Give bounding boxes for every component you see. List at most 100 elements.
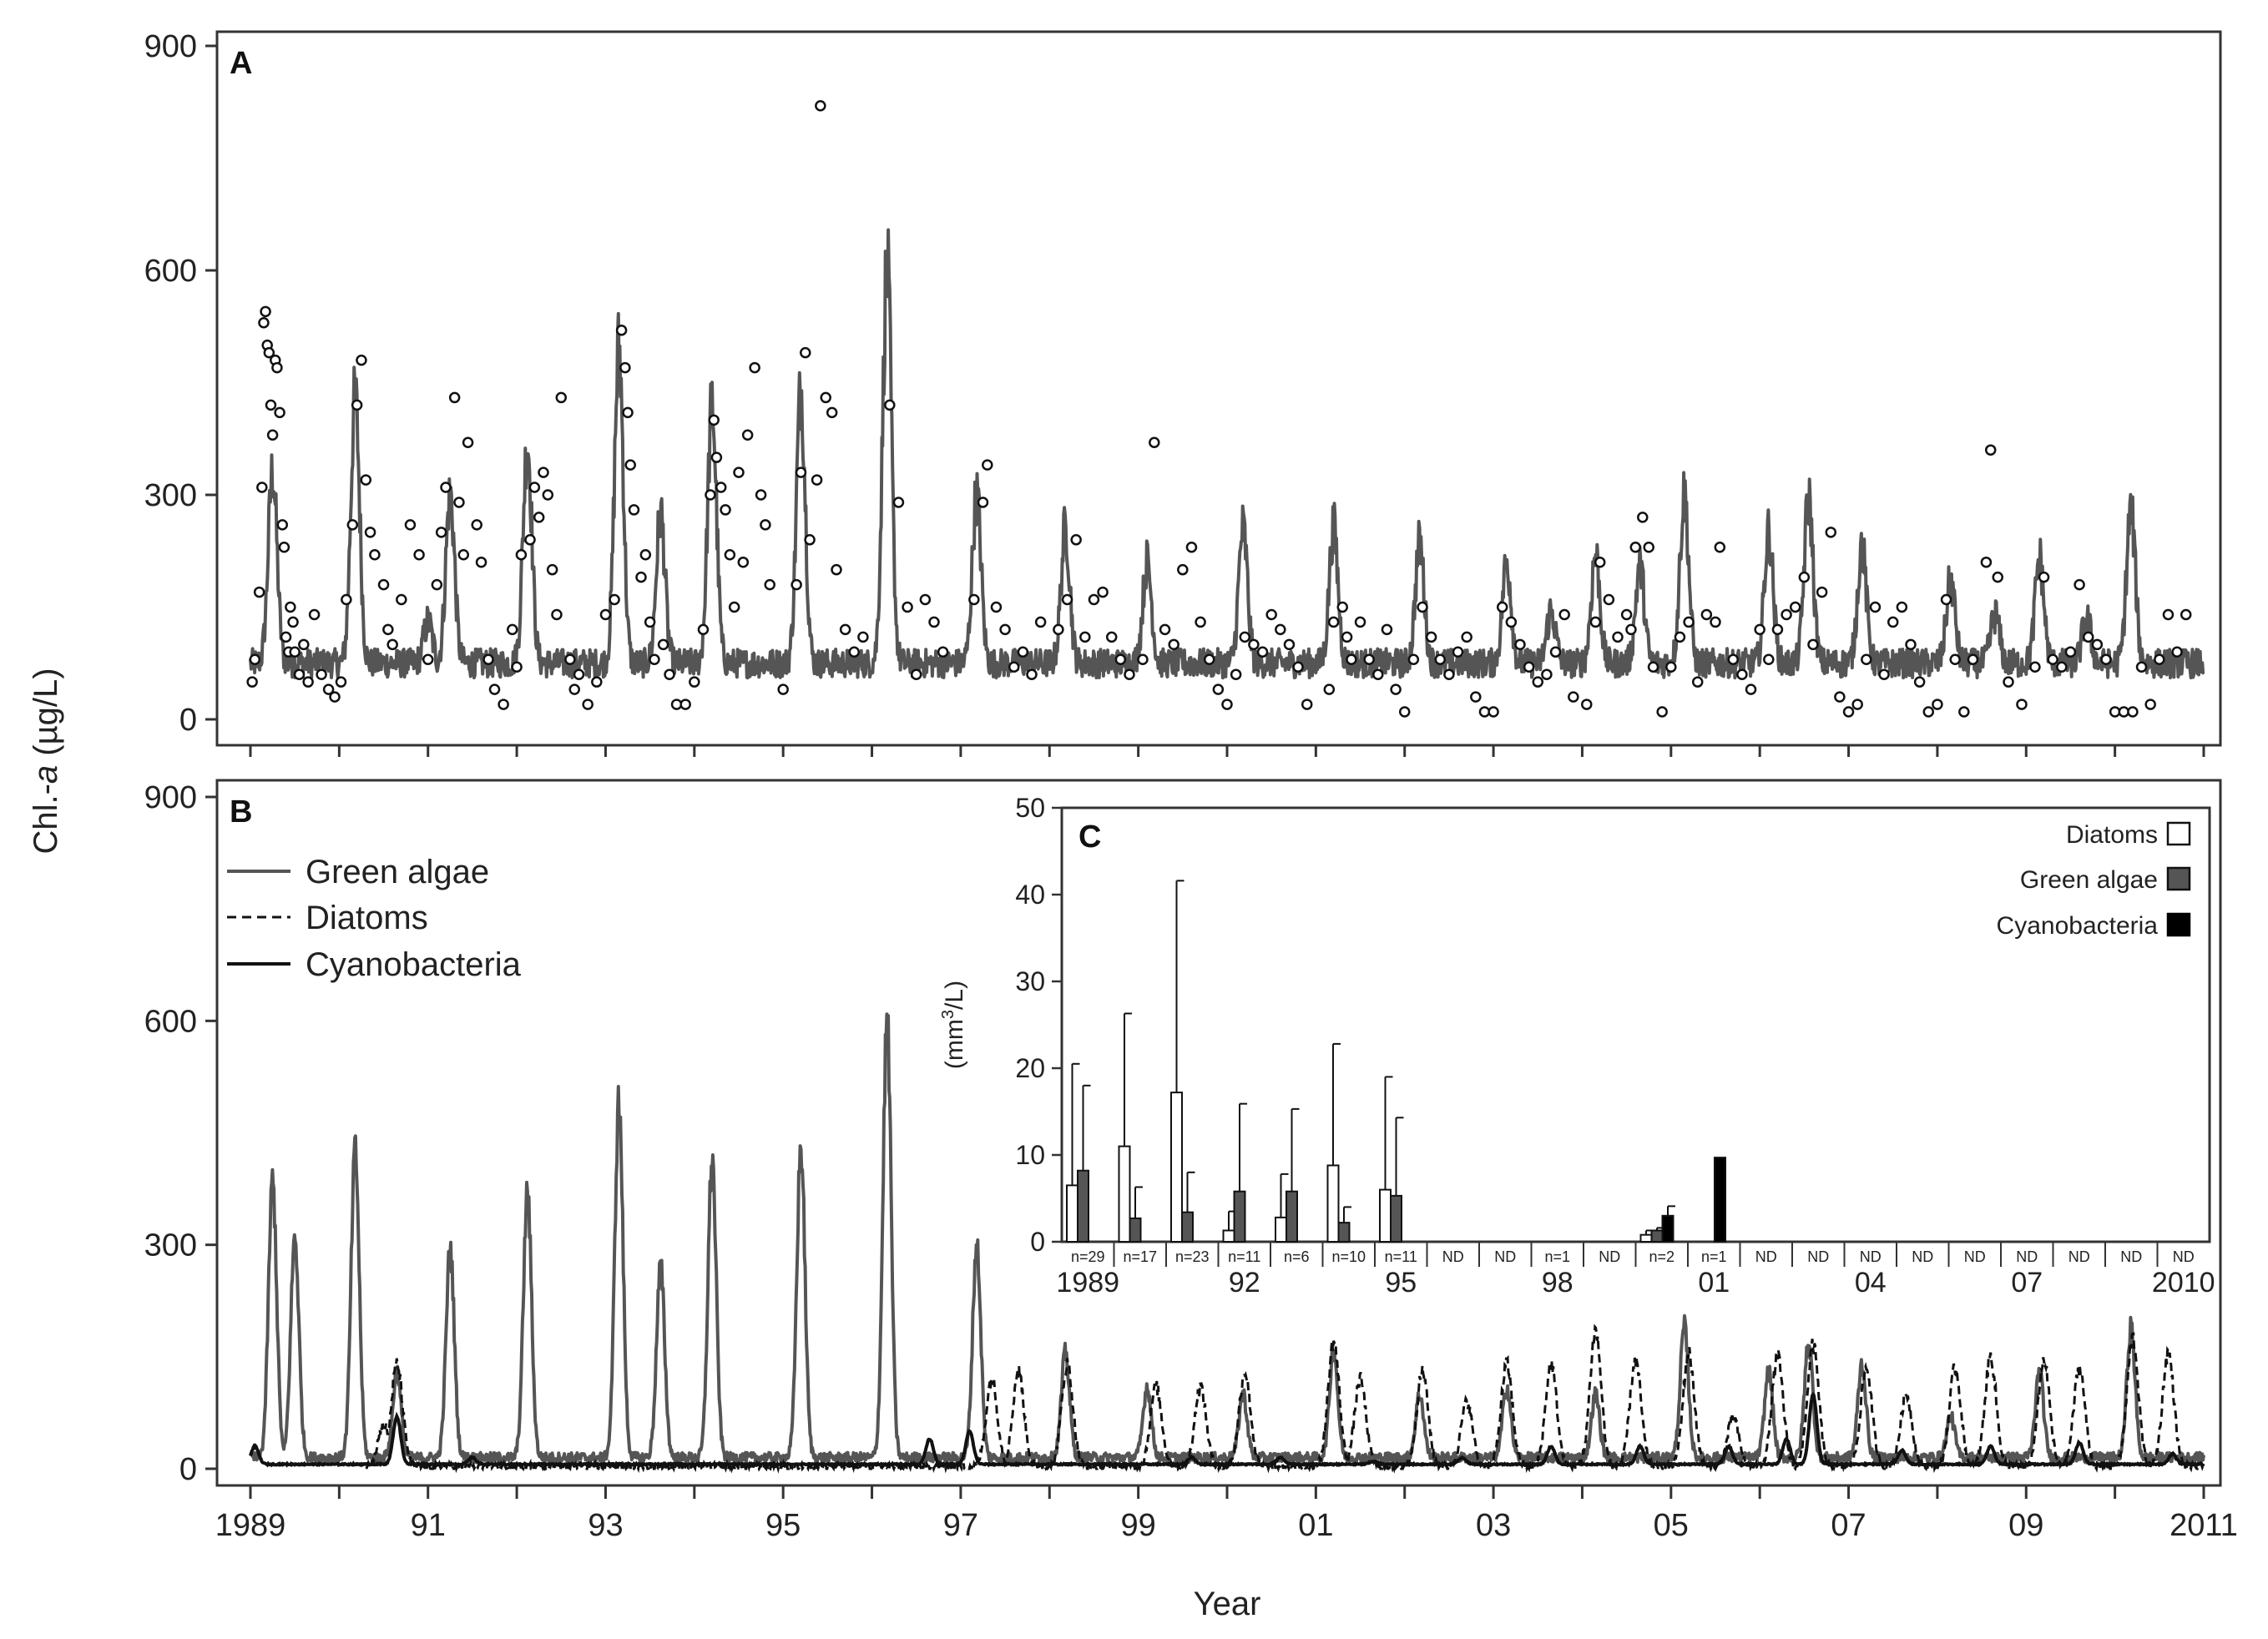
panel-a-observation-point: [670, 698, 683, 710]
panel-a-observation-point: [1637, 512, 1649, 523]
panel-c-n-label: n=1: [1701, 1248, 1727, 1265]
panel-a-observation-point: [448, 391, 461, 404]
panel-b-x-axis: 1989 91 93 95 97 99 01 03 05 07 09 2011: [215, 1485, 2238, 1543]
panel-a-observation-point: [280, 631, 292, 643]
panel-a-observation-point: [1798, 571, 1811, 583]
panel-a-observation-point: [435, 527, 447, 538]
panel-a-observation-point: [826, 406, 838, 419]
panel-a-observation-point: [1523, 661, 1535, 673]
panel-a-observation-point: [1878, 668, 1890, 680]
panel-a-observation-point: [2144, 698, 2156, 710]
panel-a-observation-point: [839, 623, 851, 636]
panel-a-observation-point: [422, 653, 434, 666]
panel-a-observation-point: [542, 489, 554, 501]
panel-a-observation-point: [857, 631, 869, 643]
panel-a-observation-point: [708, 414, 720, 426]
panel-c-n-label: ND: [2173, 1248, 2195, 1265]
c-legend-label-diatoms: Diatoms: [2066, 821, 2158, 849]
panel-a-observation-point: [664, 668, 675, 680]
panel-a-observation-point: [2135, 661, 2148, 673]
panel-a-letter: A: [230, 46, 252, 81]
panel-a-observation-point: [1581, 698, 1593, 710]
panel-a-observation-point: [928, 616, 940, 628]
panel-c-n-label: ND: [1807, 1248, 1829, 1265]
panel-a-observation-point: [1736, 668, 1748, 680]
panel-c-n-label: n=1: [1544, 1248, 1570, 1265]
panel-a-observation-point: [919, 593, 932, 606]
panel-c-y-tick-label: 50: [1015, 793, 1045, 823]
panel-a-observation-point: [1105, 631, 1118, 643]
panel-a-observation-point: [705, 489, 716, 501]
panel-b-y-tick-label: 600: [144, 1004, 197, 1039]
panel-a-observation-point: [1869, 601, 1882, 613]
panel-a-observation-point: [644, 616, 656, 628]
panel-c-bar-green-algae: [1233, 1190, 1246, 1243]
panel-a-observation-point: [1967, 653, 1979, 666]
panel-c-bar-green-algae: [1390, 1194, 1402, 1243]
panel-a-observation-point: [622, 406, 634, 419]
panel-a-observation-point: [937, 646, 949, 658]
panel-c-y-tick-label: 0: [1030, 1227, 1045, 1257]
panel-a-observation-point: [413, 548, 425, 561]
panel-a-observation-point: [351, 399, 363, 411]
panel-c-year-label: 98: [1542, 1267, 1573, 1299]
panel-a-observation-point: [2118, 706, 2130, 718]
panel-a-y-tick-label: 900: [144, 29, 197, 64]
panel-a-observation-point: [1017, 646, 1029, 658]
panel-a-observation-point: [741, 429, 754, 441]
panel-a-observation-point: [1807, 638, 1819, 651]
panel-a-observation-point: [1061, 593, 1073, 606]
panel-a-observation-point: [1781, 608, 1792, 621]
panel-a-observation-point: [308, 608, 321, 621]
panel-a-observation-point: [386, 638, 398, 651]
panel-a-observation-point: [657, 638, 669, 651]
panel-a-observation-point: [260, 305, 271, 318]
panel-a-observation-point: [1714, 542, 1726, 553]
panel-a-observation-point: [624, 459, 636, 471]
panel-a-observation-point: [820, 391, 831, 404]
panel-a-observation-point: [1434, 653, 1447, 666]
panel-a-observation-point: [498, 698, 509, 710]
panel-a-observation-point: [689, 676, 700, 688]
panel-a-observation-point: [1149, 436, 1160, 448]
panel-b-x-tick-label: 05: [1654, 1508, 1689, 1543]
panel-c-n-label: n=2: [1649, 1248, 1674, 1265]
panel-c-y-tick-label: 30: [1015, 966, 1045, 996]
panel-a-observation-point: [968, 593, 980, 606]
panel-a-observation-point: [639, 548, 652, 561]
panel-a-plot: [246, 99, 2205, 718]
panel-a-observation-point: [1665, 661, 1677, 673]
panel-a-observation-point: [471, 519, 482, 531]
panel-a-observation-point: [1549, 646, 1562, 658]
x-axis-title: Year: [1194, 1586, 1261, 1622]
c-legend-label-cyanobacteria: Cyanobacteria: [1997, 912, 2159, 940]
panel-a-observation-point: [329, 691, 341, 703]
panel-a-observation-point: [977, 497, 989, 508]
panel-a-observation-point: [2003, 676, 2014, 688]
panel-a-observation-point: [507, 623, 518, 636]
panel-a-observation-point: [1594, 556, 1606, 568]
panel-a-observation-point: [2154, 653, 2165, 666]
panel-a-observation-point: [1514, 638, 1526, 651]
panel-b-legend: Green algae Diatoms Cyanobacteria: [227, 854, 522, 983]
panel-a-observation-point: [1265, 608, 1277, 621]
panel-a-observation-point: [1896, 601, 1908, 613]
panel-a-observation-point: [1710, 616, 1721, 628]
panel-c-n-label: n=11: [1385, 1248, 1417, 1265]
panel-c-n-label: ND: [2120, 1248, 2142, 1265]
panel-a-observation-point: [515, 548, 528, 561]
panel-a-observation-point: [1341, 631, 1353, 643]
panel-c-bar-green-algae: [1337, 1222, 1351, 1243]
panel-a-observation-point: [1488, 706, 1499, 718]
panel-a-observation-point: [710, 451, 723, 463]
panel-a-observation-point: [1008, 661, 1020, 673]
panel-a-observation-point: [528, 482, 541, 493]
panel-a-observation-point: [457, 548, 470, 561]
panel-a-observation-point: [1771, 623, 1784, 636]
panel-a-observation-point: [720, 504, 731, 516]
panel-a-observation-point: [1727, 653, 1740, 666]
panel-a-observation-point: [453, 497, 465, 508]
panel-c-n-label: n=29: [1071, 1248, 1105, 1265]
panel-a-observation-point: [555, 391, 568, 404]
